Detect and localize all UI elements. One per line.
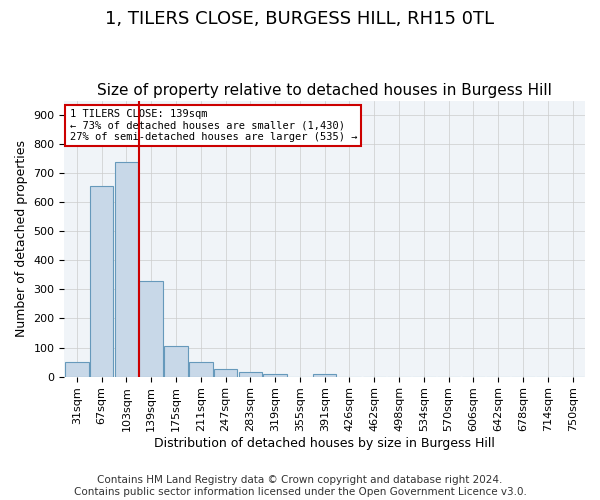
Bar [214,370,238,376]
Title: Size of property relative to detached houses in Burgess Hill: Size of property relative to detached ho… [97,83,552,98]
Text: 1 TILERS CLOSE: 139sqm
← 73% of detached houses are smaller (1,430)
27% of semi-: 1 TILERS CLOSE: 139sqm ← 73% of detached… [70,109,357,142]
Text: 1, TILERS CLOSE, BURGESS HILL, RH15 0TL: 1, TILERS CLOSE, BURGESS HILL, RH15 0TL [106,10,494,28]
Bar [313,374,337,376]
Bar [189,362,212,376]
Bar [139,280,163,376]
Bar [263,374,287,376]
Bar [115,162,138,376]
Bar [90,186,113,376]
Bar [65,362,89,376]
Bar [239,372,262,376]
Y-axis label: Number of detached properties: Number of detached properties [15,140,28,337]
Text: Contains HM Land Registry data © Crown copyright and database right 2024.
Contai: Contains HM Land Registry data © Crown c… [74,476,526,497]
X-axis label: Distribution of detached houses by size in Burgess Hill: Distribution of detached houses by size … [154,437,495,450]
Bar [164,346,188,376]
